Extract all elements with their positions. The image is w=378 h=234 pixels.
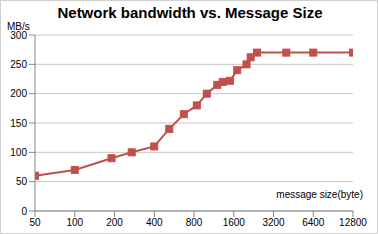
svg-text:800: 800 <box>186 217 203 228</box>
svg-text:100: 100 <box>10 147 27 158</box>
svg-text:50: 50 <box>29 217 41 228</box>
svg-text:200: 200 <box>10 88 27 99</box>
svg-text:250: 250 <box>10 59 27 70</box>
html-text:MB/s: MB/s <box>7 21 30 32</box>
svg-text:150: 150 <box>10 118 27 129</box>
svg-text:12800: 12800 <box>339 217 367 228</box>
svg-text:300: 300 <box>10 30 27 41</box>
svg-text:100: 100 <box>66 217 83 228</box>
svg-text:0: 0 <box>21 206 27 217</box>
svg-text:1600: 1600 <box>223 217 246 228</box>
svg-text:3200: 3200 <box>262 217 285 228</box>
svg-text:50: 50 <box>16 176 28 187</box>
svg-text:6400: 6400 <box>302 217 325 228</box>
svg-text:400: 400 <box>146 217 163 228</box>
html-text:message size(byte): message size(byte) <box>276 189 363 200</box>
svg-text:200: 200 <box>106 217 123 228</box>
html-text:Network bandwidth vs. Message: Network bandwidth vs. Message Size <box>57 4 323 21</box>
